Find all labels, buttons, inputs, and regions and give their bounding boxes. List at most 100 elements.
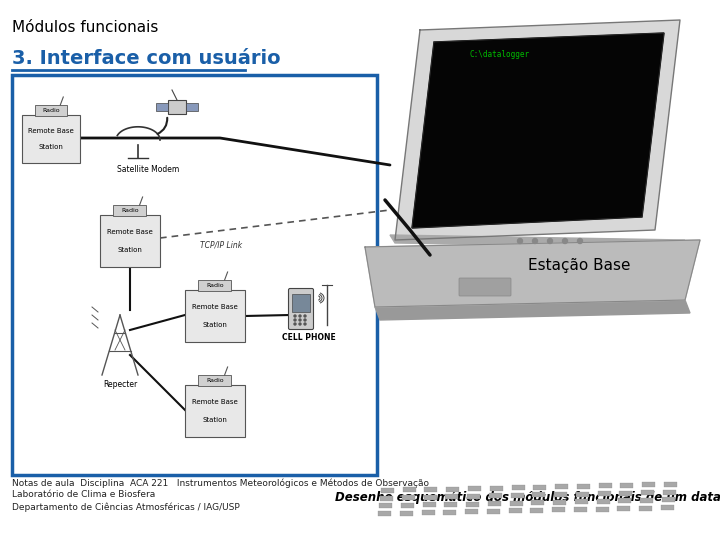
Bar xyxy=(531,500,544,505)
Bar xyxy=(664,482,677,487)
Text: Laboratório de Clima e Biosfera: Laboratório de Clima e Biosfera xyxy=(12,490,156,499)
Bar xyxy=(402,495,415,500)
Bar xyxy=(185,290,245,342)
Polygon shape xyxy=(412,33,664,228)
Bar xyxy=(400,511,413,516)
Text: Station: Station xyxy=(202,417,228,423)
Circle shape xyxy=(562,239,567,244)
Bar xyxy=(378,511,391,516)
Bar xyxy=(508,508,521,514)
Bar xyxy=(532,492,545,497)
Circle shape xyxy=(299,315,301,317)
Bar xyxy=(599,483,612,488)
Circle shape xyxy=(577,239,582,244)
Bar xyxy=(621,483,634,488)
Bar xyxy=(598,491,611,496)
Bar xyxy=(100,215,160,267)
Text: Repecter: Repecter xyxy=(103,380,137,389)
Bar xyxy=(380,496,393,501)
Bar xyxy=(113,205,146,216)
Bar xyxy=(490,485,503,491)
Polygon shape xyxy=(395,20,680,240)
Bar xyxy=(22,115,80,163)
Circle shape xyxy=(294,315,296,317)
Bar xyxy=(198,375,231,386)
Bar xyxy=(576,491,589,497)
Bar xyxy=(642,490,654,495)
Bar xyxy=(618,506,631,511)
Bar xyxy=(12,75,377,475)
Text: Station: Station xyxy=(202,322,228,328)
Bar xyxy=(619,491,632,496)
Bar xyxy=(662,497,675,502)
Text: Remote Base: Remote Base xyxy=(107,230,153,235)
Bar xyxy=(446,487,459,491)
Bar xyxy=(489,494,502,498)
Text: Módulos funcionais: Módulos funcionais xyxy=(12,21,158,36)
Polygon shape xyxy=(390,235,685,247)
Circle shape xyxy=(294,319,296,321)
Bar xyxy=(401,503,414,508)
Text: Remote Base: Remote Base xyxy=(192,305,238,310)
Bar xyxy=(488,501,501,506)
Bar xyxy=(597,499,610,504)
Bar xyxy=(554,492,567,497)
Circle shape xyxy=(304,319,306,321)
Bar xyxy=(663,490,676,495)
Bar xyxy=(468,486,481,491)
Bar xyxy=(35,105,67,116)
Circle shape xyxy=(304,315,306,317)
Bar xyxy=(552,508,565,512)
Bar xyxy=(553,500,566,505)
Text: TCP/IP Link: TCP/IP Link xyxy=(200,240,242,249)
Bar xyxy=(639,505,652,511)
Bar xyxy=(198,280,231,291)
Text: Estação Base: Estação Base xyxy=(528,258,631,273)
Bar xyxy=(465,509,478,514)
Bar xyxy=(512,485,525,490)
Circle shape xyxy=(304,323,306,325)
Circle shape xyxy=(299,319,301,321)
Bar xyxy=(642,483,655,488)
Circle shape xyxy=(533,239,538,244)
Bar xyxy=(640,498,653,503)
Text: Station: Station xyxy=(117,247,143,253)
Bar xyxy=(292,294,310,312)
Text: Radio: Radio xyxy=(121,208,138,213)
Bar xyxy=(487,509,500,514)
Text: Notas de aula  Disciplina  ACA 221   Instrumentos Meteorológicos e Métodos de Ob: Notas de aula Disciplina ACA 221 Instrum… xyxy=(12,478,429,488)
Bar xyxy=(379,503,392,508)
Bar xyxy=(574,507,587,512)
Text: Remote Base: Remote Base xyxy=(28,128,74,134)
Text: Desenho esquemático dos módulos funcionais de um datalogger: Desenho esquemático dos módulos funciona… xyxy=(335,491,720,504)
Text: Radio: Radio xyxy=(206,283,223,288)
Text: CELL PHONE: CELL PHONE xyxy=(282,333,336,342)
Bar xyxy=(445,494,458,500)
Bar xyxy=(423,495,436,500)
Bar xyxy=(531,508,544,513)
Bar xyxy=(402,488,415,492)
Text: Radio: Radio xyxy=(206,378,223,383)
Bar xyxy=(168,100,186,114)
Bar xyxy=(156,103,168,111)
Bar xyxy=(466,502,479,507)
Bar xyxy=(510,501,523,505)
Bar xyxy=(661,505,674,510)
Bar xyxy=(186,103,198,111)
Text: Station: Station xyxy=(39,144,63,150)
Bar xyxy=(555,484,568,489)
Bar xyxy=(423,502,436,508)
Bar xyxy=(510,493,523,498)
Circle shape xyxy=(294,323,296,325)
Text: Radio: Radio xyxy=(42,108,60,113)
Circle shape xyxy=(299,323,301,325)
Text: Departamento de Ciências Atmosféricas / IAG/USP: Departamento de Ciências Atmosféricas / … xyxy=(12,502,240,511)
Text: C:\datalogger: C:\datalogger xyxy=(470,50,530,59)
Bar xyxy=(595,507,608,511)
Bar xyxy=(575,500,588,504)
Bar xyxy=(444,510,456,515)
Bar xyxy=(534,485,546,490)
Bar xyxy=(618,498,631,503)
Text: Satellite Modem: Satellite Modem xyxy=(117,165,179,174)
Circle shape xyxy=(547,239,552,244)
